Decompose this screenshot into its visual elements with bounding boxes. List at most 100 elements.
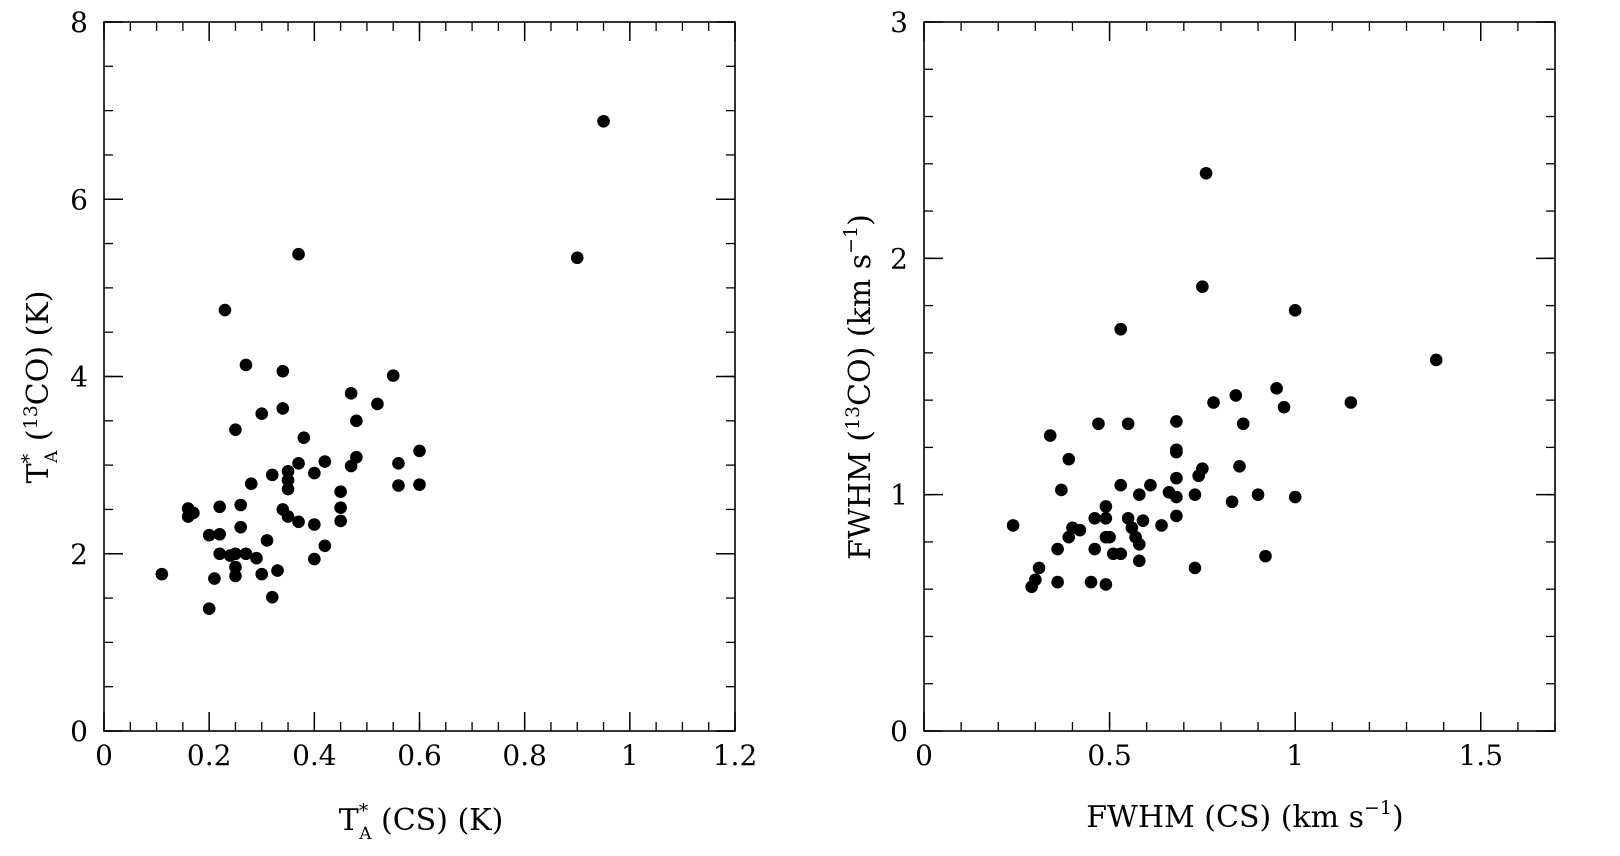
right-scatter-panel: FWHM (CS) (km s−1) FWHM (13CO) (km s−1) … bbox=[840, 6, 1556, 835]
right-data-point bbox=[1429, 353, 1443, 367]
left-data-point bbox=[597, 114, 610, 128]
right-data-point bbox=[1103, 530, 1116, 544]
left-data-point bbox=[213, 500, 226, 514]
left-data-point bbox=[318, 539, 332, 553]
right-data-point bbox=[1251, 488, 1265, 501]
left-x-tick-label: 1.2 bbox=[713, 739, 758, 772]
right-data-point bbox=[1288, 304, 1302, 317]
left-data-point bbox=[318, 455, 332, 468]
left-data-point bbox=[229, 547, 242, 561]
left-data-point bbox=[281, 482, 295, 496]
right-data-point bbox=[1132, 488, 1146, 501]
left-x-axis-label: T* A (CS) (K) bbox=[339, 800, 504, 844]
left-data-point bbox=[281, 465, 295, 478]
right-data-point bbox=[1132, 554, 1146, 568]
right-x-tick-label: 1.5 bbox=[1458, 739, 1503, 772]
left-data-point bbox=[334, 501, 347, 514]
left-data-point bbox=[350, 450, 363, 464]
left-data-point bbox=[281, 473, 295, 487]
left-data-point bbox=[334, 485, 347, 499]
right-data-point bbox=[1270, 382, 1283, 395]
left-data-point bbox=[292, 515, 305, 529]
right-data-point bbox=[1196, 280, 1209, 293]
left-data-point bbox=[229, 560, 242, 574]
left-data-point bbox=[234, 498, 248, 512]
left-x-tick-label: 0.8 bbox=[502, 739, 547, 772]
left-y-tick-label: 0 bbox=[70, 715, 88, 748]
right-data-point bbox=[1006, 519, 1020, 532]
left-data-point bbox=[155, 567, 169, 581]
left-y-axis-label: T* A (13CO) (K) bbox=[18, 291, 62, 484]
right-plot-frame bbox=[923, 21, 1556, 732]
right-data-point bbox=[1088, 512, 1102, 525]
right-data-point bbox=[1099, 500, 1113, 513]
left-data-point bbox=[392, 479, 405, 492]
left-data-point bbox=[281, 510, 295, 523]
left-data-point bbox=[260, 534, 274, 547]
left-data-point bbox=[276, 402, 290, 415]
left-data-point bbox=[292, 457, 305, 470]
left-data-point bbox=[308, 466, 321, 480]
left-data-point bbox=[202, 602, 216, 615]
left-data-point bbox=[570, 251, 584, 265]
right-data-point bbox=[1188, 561, 1202, 575]
right-x-tick-label: 0 bbox=[915, 739, 933, 772]
right-data-points bbox=[1006, 166, 1443, 594]
left-data-points bbox=[155, 114, 610, 615]
left-data-point bbox=[208, 572, 221, 585]
right-data-point bbox=[1062, 530, 1076, 544]
left-data-point bbox=[255, 407, 269, 421]
right-data-point bbox=[1043, 429, 1057, 442]
left-data-point bbox=[344, 387, 358, 400]
left-data-point bbox=[265, 590, 279, 604]
right-data-point bbox=[1062, 452, 1076, 466]
right-data-point bbox=[1259, 549, 1272, 563]
right-y-tick-label: 0 bbox=[890, 715, 908, 748]
left-data-point bbox=[239, 547, 253, 561]
left-data-point bbox=[244, 477, 258, 491]
right-data-point bbox=[1236, 417, 1250, 431]
right-data-point bbox=[1170, 509, 1183, 523]
right-data-point bbox=[1121, 417, 1135, 431]
left-data-point bbox=[371, 397, 384, 411]
left-data-point bbox=[350, 414, 363, 428]
right-data-point bbox=[1233, 460, 1246, 473]
left-data-point bbox=[255, 567, 269, 581]
right-data-point bbox=[1207, 396, 1220, 409]
left-data-point bbox=[239, 358, 253, 372]
right-data-point bbox=[1199, 166, 1213, 180]
right-data-point bbox=[1099, 578, 1113, 591]
right-data-point bbox=[1344, 396, 1358, 409]
right-data-point bbox=[1055, 483, 1068, 497]
left-x-tick-label: 0 bbox=[95, 739, 113, 772]
right-y-tick-label: 3 bbox=[890, 6, 908, 39]
right-data-point bbox=[1088, 542, 1102, 556]
right-data-point bbox=[1288, 490, 1302, 504]
left-data-point bbox=[271, 564, 284, 577]
right-data-point bbox=[1029, 573, 1042, 587]
right-data-point bbox=[1188, 488, 1202, 501]
left-x-tick-label: 1 bbox=[621, 739, 639, 772]
right-x-tick-label: 1 bbox=[1286, 739, 1304, 772]
left-data-point bbox=[218, 303, 232, 317]
right-data-point bbox=[1170, 471, 1183, 485]
left-data-point bbox=[250, 551, 263, 565]
left-data-point bbox=[292, 247, 305, 261]
left-scatter-panel: T* A (CS) (K) T* A (13CO) (K) 0 0.2 0.4 0.6 0.… bbox=[18, 6, 757, 844]
left-data-point bbox=[234, 520, 248, 534]
right-data-point bbox=[1144, 478, 1157, 492]
right-data-point bbox=[1121, 512, 1135, 525]
left-data-point bbox=[413, 478, 426, 491]
left-plot-frame bbox=[103, 21, 736, 732]
right-data-point bbox=[1277, 400, 1291, 414]
left-data-point bbox=[392, 457, 405, 470]
right-x-axis-label: FWHM (CS) (km s−1) bbox=[1086, 797, 1404, 835]
right-data-point bbox=[1084, 575, 1098, 589]
right-data-point bbox=[1092, 417, 1105, 431]
right-minor-ticks bbox=[923, 21, 1556, 732]
left-data-point bbox=[213, 527, 226, 541]
left-x-tick-label: 0.6 bbox=[397, 739, 442, 772]
right-data-point bbox=[1032, 561, 1046, 575]
left-data-point bbox=[265, 468, 279, 482]
